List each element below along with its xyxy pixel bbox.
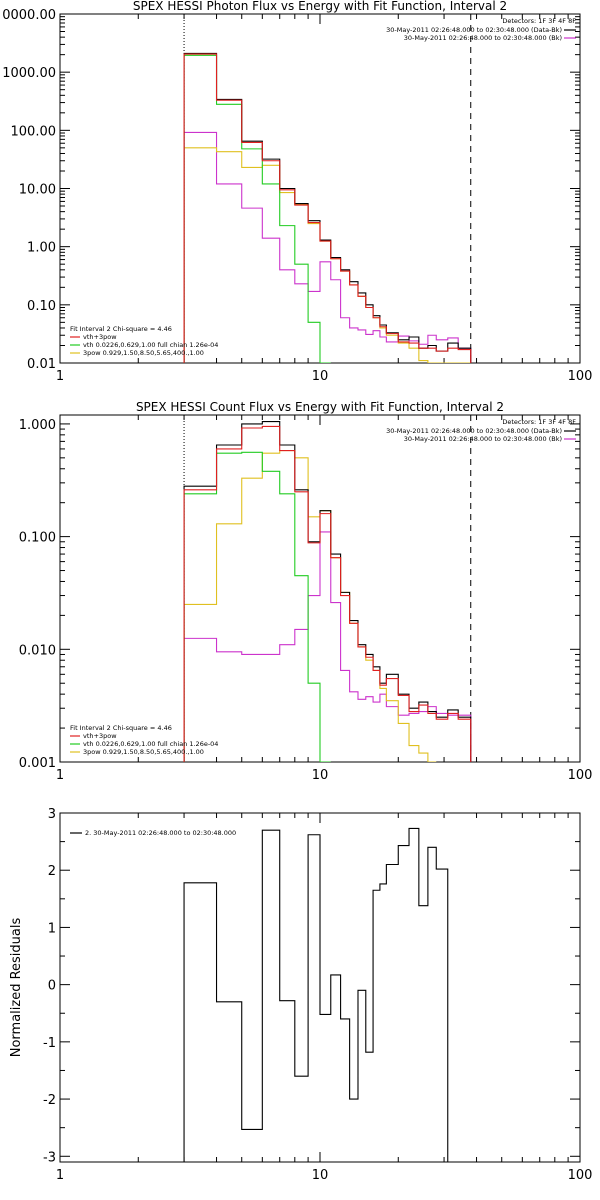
x-tick-label: 10 [312, 768, 329, 783]
series-data [183, 420, 472, 762]
series-bk [183, 531, 472, 762]
legend-entry: 30-May-2011 02:26:48.000 to 02:30:48.000… [404, 34, 562, 42]
series-vth [183, 451, 331, 762]
x-tick-label: 10 [312, 369, 329, 384]
series-vth [183, 54, 331, 363]
y-tick-label: 1000.00 [2, 66, 56, 81]
legend-detectors: Detectors: 1F 3F 4F 8F [502, 17, 576, 25]
x-tick-label: 1 [56, 768, 64, 783]
legend-entry: 30-May-2011 02:26:48.000 to 02:30:48.000… [386, 427, 562, 435]
legend-detectors: Detectors: 1F 3F 4F 8F [502, 418, 576, 426]
legend-entry: 2. 30-May-2011 02:26:48.000 to 02:30:48.… [85, 829, 236, 837]
y-axis: 0000.00 1000.00 100.00 10.00 1.00 0.10 0.01 [2, 8, 580, 372]
y-tick-label: 1.00 [27, 241, 56, 256]
y-axis: 1.000 0.100 0.010 0.001 [19, 418, 580, 771]
y-axis: 3 2 1 0 -1 -2 -3 [43, 807, 580, 1165]
y-tick-label: 2 [48, 864, 56, 879]
legend-entry: vth 0.0226,0.629,1.00 full chian 1.26e-0… [83, 341, 218, 349]
x-tick-label: 100 [568, 768, 593, 783]
x-axis: 1 10 100 [56, 415, 593, 783]
plot-area [183, 420, 472, 762]
x-tick-label: 100 [568, 1168, 593, 1183]
legend-entry: 3pow 0.929,1.50,8.50,5.65,400.,1.00 [83, 349, 204, 357]
y-tick-label: 100.00 [11, 124, 57, 139]
y-tick-label: 0.01 [27, 357, 56, 372]
series-data [183, 52, 472, 363]
legend-entry: 3pow 0.929,1.50,8.50,5.65,400.,1.00 [83, 748, 204, 756]
y-tick-label: 3 [48, 807, 56, 822]
y-tick-label: 1.000 [19, 418, 56, 433]
series-pow [183, 147, 471, 363]
y-tick-label: 1 [48, 921, 56, 936]
legend-entry: vth+3pow [83, 333, 117, 341]
series-residuals [183, 827, 449, 1162]
x-tick-label: 10 [312, 1168, 329, 1183]
legend-entry: 30-May-2011 02:26:48.000 to 02:30:48.000… [386, 26, 562, 34]
y-tick-label: 0.100 [19, 531, 56, 546]
chart-title: SPEX HESSI Photon Flux vs Energy with Fi… [133, 0, 507, 13]
y-tick-label: -3 [43, 1150, 56, 1165]
series-bk [183, 131, 472, 363]
x-axis: 1 10 100 [56, 813, 593, 1183]
y-tick-label: 0.001 [19, 756, 56, 771]
y-tick-label: 0.10 [27, 299, 56, 314]
y-tick-label: 0 [48, 979, 56, 994]
y-tick-label: 10.00 [19, 183, 56, 198]
y-tick-label: -1 [43, 1036, 56, 1051]
legend-entry: 30-May-2011 02:26:48.000 to 02:30:48.000… [404, 435, 562, 443]
x-tick-label: 1 [56, 1168, 64, 1183]
series-total [183, 53, 472, 363]
chart-panel-1: SPEX HESSI Photon Flux vs Energy with Fi… [2, 0, 592, 384]
legend-fit-header: Fit Interval 2 Chi-square = 4.46 [70, 325, 172, 333]
x-axis: 1 10 100 [56, 14, 593, 384]
plot-area [183, 827, 449, 1162]
y-tick-label: 0.010 [19, 643, 56, 658]
legend-entry: vth+3pow [83, 732, 117, 740]
y-tick-label: 0000.00 [2, 8, 56, 23]
plot-frame [59, 13, 581, 364]
x-tick-label: 1 [56, 369, 64, 384]
x-tick-label: 100 [568, 369, 593, 384]
plot-area [183, 52, 472, 363]
chart-title: SPEX HESSI Count Flux vs Energy with Fit… [136, 400, 504, 414]
y-axis-label: Normalized Residuals [9, 918, 24, 1058]
chart-panel-2: SPEX HESSI Count Flux vs Energy with Fit… [19, 400, 593, 783]
series-total [183, 425, 472, 762]
y-tick-label: -2 [43, 1093, 56, 1108]
series-pow [183, 450, 437, 762]
legend-fit-header: Fit Interval 2 Chi-square = 4.46 [70, 724, 172, 732]
legend-entry: vth 0.0226,0.629,1.00 full chian 1.26e-0… [83, 740, 218, 748]
